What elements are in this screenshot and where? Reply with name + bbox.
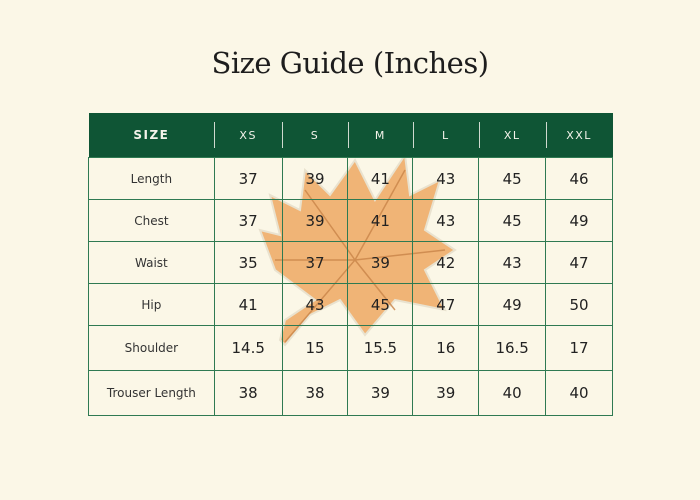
header-l: L [412,113,479,158]
table-cell: 39 [412,370,480,416]
page-title: Size Guide (Inches) [211,46,489,80]
table-cell: 46 [545,157,613,200]
table-cell: 43 [412,199,480,242]
header-xl: XL [478,113,546,158]
table-cell: 42 [412,241,480,284]
table-cell: 17 [545,325,613,371]
table-cell: 47 [412,283,480,326]
table-cell: 15.5 [347,325,414,371]
row-label: Shoulder [88,325,215,371]
row-label: Trouser Length [88,370,215,416]
size-table: SIZE XS S M L XL XXL Length 37 39 41 43 45 46 C… [88,113,613,416]
table-cell: 43 [478,241,547,284]
row-label: Chest [88,199,215,242]
table-cell: 40 [478,370,547,416]
table-row: Trouser Length 38 38 39 39 40 40 [88,370,613,416]
table-row: Hip 41 43 45 47 49 50 [88,283,613,326]
table-cell: 43 [412,157,480,200]
row-label: Hip [88,283,215,326]
table-cell: 45 [347,283,414,326]
table-cell: 39 [281,199,349,242]
table-cell: 38 [281,370,349,416]
table-cell: 15 [281,325,349,371]
table-cell: 41 [347,199,414,242]
table-cell: 39 [281,157,349,200]
header-m: M [347,113,413,158]
header-xs: XS [214,113,283,158]
table-cell: 16.5 [478,325,547,371]
table-cell: 37 [281,241,349,284]
table-cell: 50 [545,283,613,326]
table-cell: 14.5 [213,325,283,371]
table-cell: 43 [281,283,349,326]
table-cell: 49 [545,199,613,242]
table-cell: 47 [545,241,613,284]
header-xxl: XXL [545,113,613,158]
header-row: SIZE XS S M L XL XXL [88,113,613,158]
table-cell: 39 [347,370,414,416]
table-row: Shoulder 14.5 15 15.5 16 16.5 17 [88,325,613,371]
table-cell: 41 [347,157,414,200]
table-cell: 16 [412,325,480,371]
table-cell: 41 [213,283,283,326]
row-label: Waist [88,241,215,284]
table-cell: 38 [213,370,283,416]
table-cell: 35 [213,241,283,284]
table-cell: 45 [478,157,547,200]
row-label: Length [88,157,215,200]
table-cell: 39 [347,241,414,284]
table-cell: 37 [213,157,283,200]
table-row: Waist 35 37 39 42 43 47 [88,241,613,284]
table-row: Length 37 39 41 43 45 46 [88,157,613,200]
table-cell: 40 [545,370,613,416]
table-cell: 37 [213,199,283,242]
header-size: SIZE [88,113,215,158]
table-row: Chest 37 39 41 43 45 49 [88,199,613,242]
header-s: S [282,113,348,158]
table-cell: 49 [478,283,547,326]
table-cell: 45 [478,199,547,242]
